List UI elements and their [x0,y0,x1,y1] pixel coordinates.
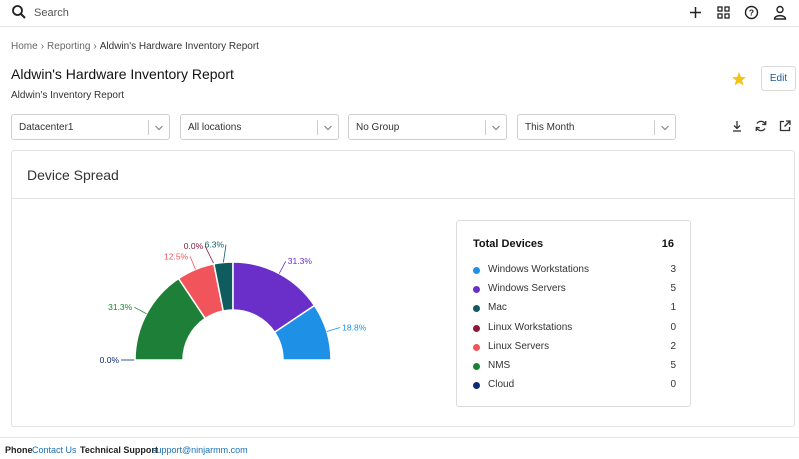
breadcrumb: Home › Reporting › Aldwin's Hardware Invento… [11,41,259,52]
search-input[interactable] [34,5,334,21]
breadcrumb-home[interactable]: Home [11,41,38,52]
chevron-down-icon [661,125,669,131]
slice-leader-line [189,256,196,270]
slice-leader-line [134,306,147,315]
legend-item-name: Windows Servers [488,283,566,295]
breadcrumb-separator: › [93,41,97,52]
legend-swatch [473,343,480,351]
footer: Phone Contact Us Technical Support suppo… [0,437,799,459]
legend-item-name: Windows Workstations [488,264,589,275]
date-range-filter[interactable]: This Month [517,114,676,140]
legend-item-name: Cloud [488,379,515,391]
legend-item[interactable]: Windows Workstations 3 [473,263,676,277]
legend-item-count: 5 [670,360,676,371]
breadcrumb-reporting[interactable]: Reporting [47,41,91,52]
legend-item-count: 3 [670,264,676,275]
slice-percent-label: 31.3% [108,302,133,312]
search-icon[interactable] [11,4,27,20]
legend-item-count: 2 [670,340,676,352]
legend-item[interactable]: Linux Workstations 0 [473,321,676,335]
legend-swatch [473,286,480,294]
breadcrumb-separator: › [40,41,45,52]
legend-swatch [473,363,480,370]
slice-leader-line [204,245,215,265]
legend-header: Total Devices [473,238,544,250]
filter-value: Datacenter1 [19,122,74,133]
legend-swatch [473,305,480,313]
contact-us-link[interactable]: Contact Us [32,445,77,455]
slice-leader-line [278,261,287,274]
slice-percent-label: 0.0% [100,355,120,365]
svg-text:?: ? [749,8,754,18]
filter-value: This Month [525,122,575,133]
pie-slice[interactable] [273,304,332,361]
star-icon[interactable] [731,71,747,87]
legend-item-count: 5 [670,283,676,295]
location-filter[interactable]: All locations [180,114,339,140]
page-subtitle: Aldwin's Inventory Report [11,90,125,101]
legend-item[interactable]: NMS 5 [473,359,676,373]
legend-item-name: Linux Workstations [488,321,573,333]
slice-percent-label: 0.0% [184,241,204,251]
breadcrumb-current: Aldwin's Hardware Inventory Report [99,41,259,52]
refresh-icon[interactable] [754,119,768,133]
slice-leader-line [326,327,341,332]
chevron-down-icon [155,125,163,131]
legend-item-name: Linux Servers [488,340,550,352]
footer-support-label: Technical Support [80,445,158,455]
legend-item-name: NMS [488,360,511,371]
legend-swatch [473,324,480,332]
slice-percent-label: 18.8% [342,322,367,332]
panel-title: Device Spread [27,167,119,183]
filter-value: All locations [188,122,242,133]
filter-divider [485,120,486,135]
legend-item-count: 0 [670,321,676,333]
panel-header: Device Spread [12,151,794,199]
legend-item[interactable]: Mac 1 [473,301,676,315]
page-title: Aldwin's Hardware Inventory Report [11,66,234,82]
legend-total: 16 [661,238,674,250]
slice-percent-label: 6.3% [205,240,225,250]
legend-box: Total Devices 16 Windows Workstations 3 Wi… [456,220,691,407]
legend-item-name: Mac [488,302,507,314]
legend-item-count: 1 [670,302,676,314]
user-icon[interactable] [770,3,789,22]
external-link-icon[interactable] [778,119,792,133]
grid-icon[interactable] [714,3,733,22]
group-filter[interactable]: No Group [348,114,507,140]
filter-divider [148,120,149,135]
slice-percent-label: 12.5% [164,252,189,262]
legend-item[interactable]: Linux Servers 2 [473,340,676,354]
legend-swatch [473,267,480,274]
edit-button[interactable]: Edit [761,66,796,91]
filter-divider [654,120,655,135]
legend-swatch [473,382,480,390]
help-icon[interactable]: ? [742,3,761,22]
chevron-down-icon [492,125,500,131]
footer-phone-label: Phone [5,445,33,455]
filter-value: No Group [356,122,400,133]
legend-item[interactable]: Windows Servers 5 [473,282,676,296]
plus-icon[interactable] [686,3,705,22]
legend-item-count: 0 [670,379,676,391]
slice-percent-label: 31.3% [288,256,313,266]
datacenter-filter[interactable]: Datacenter1 [11,114,170,140]
slice-leader-line [222,244,227,263]
legend-item[interactable]: Cloud 0 [473,378,676,392]
top-bar: ? [0,0,799,27]
download-icon[interactable] [730,119,744,133]
filter-divider [317,120,318,135]
chevron-down-icon [324,125,332,131]
support-email-link[interactable]: support@ninjarmm.com [152,445,248,455]
